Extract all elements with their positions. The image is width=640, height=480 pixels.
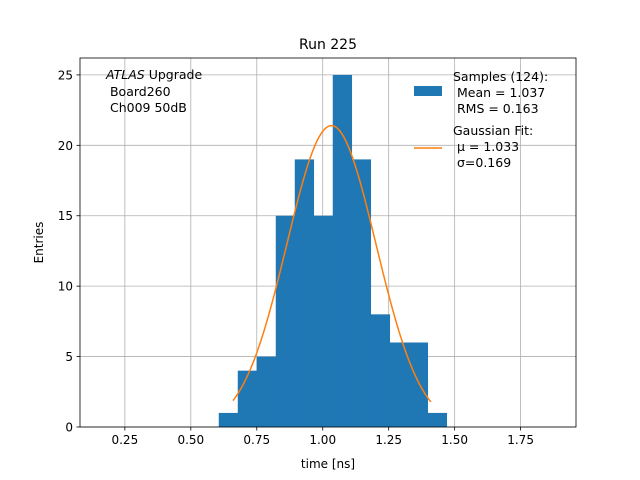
annotation-board: Board260 (106, 84, 171, 99)
histogram-bar (351, 159, 372, 427)
y-ticks: 0 5 10 15 20 25 (58, 68, 80, 435)
legend-text: RMS = 0.163 (453, 101, 539, 116)
upgrade-label: Upgrade (145, 67, 203, 82)
legend-text: Gaussian Fit: (453, 123, 533, 138)
legend: Samples (124): Mean = 1.037 RMS = 0.163 G… (414, 69, 548, 170)
histogram-bar (313, 215, 334, 427)
chart-title: Run 225 (299, 37, 357, 53)
x-tick-label: 0.75 (243, 433, 270, 447)
x-tick-label: 0.50 (177, 433, 204, 447)
histogram-bars (218, 74, 448, 428)
axes-frame (79, 57, 577, 428)
histogram-bar (294, 159, 315, 427)
gaussian-fit-line (232, 124, 432, 403)
legend-patch-samples (414, 86, 442, 96)
legend-text: σ=0.169 (453, 155, 511, 170)
histogram-bar (408, 342, 429, 427)
histogram-bar (237, 370, 258, 427)
y-tick-label: 20 (58, 139, 73, 153)
x-tick-label: 1.50 (441, 433, 468, 447)
histogram-bar (427, 412, 448, 427)
x-tick-label: 0.25 (111, 433, 138, 447)
y-axis-label: Entries (32, 222, 46, 264)
histogram-bar (218, 412, 239, 427)
y-tick-label: 0 (65, 421, 73, 435)
histogram-bar (256, 356, 277, 427)
y-tick-label: 25 (58, 68, 73, 82)
x-tick-label: 1.00 (309, 433, 336, 447)
legend-text: Mean = 1.037 (453, 85, 545, 100)
atlas-label: ATLAS (105, 67, 145, 82)
annotation-line-1: ATLAS Upgrade (105, 67, 202, 82)
y-tick-label: 10 (58, 280, 73, 294)
x-ticks: 0.25 0.50 0.75 1.00 1.25 1.50 1.75 (111, 427, 534, 447)
x-tick-label: 1.25 (375, 433, 402, 447)
x-tick-label: 1.75 (507, 433, 534, 447)
histogram-bar (332, 74, 353, 428)
histogram-bar (370, 314, 391, 427)
y-tick-label: 5 (65, 350, 73, 364)
atlas-annotation: ATLAS Upgrade Board260 Ch009 50dB (105, 67, 202, 115)
x-axis-label: time [ns] (301, 457, 355, 471)
legend-text: μ = 1.033 (453, 139, 519, 154)
y-tick-label: 15 (58, 209, 73, 223)
histogram-bar (389, 342, 410, 427)
legend-text: Samples (124): (453, 69, 548, 84)
annotation-channel: Ch009 50dB (106, 100, 187, 115)
